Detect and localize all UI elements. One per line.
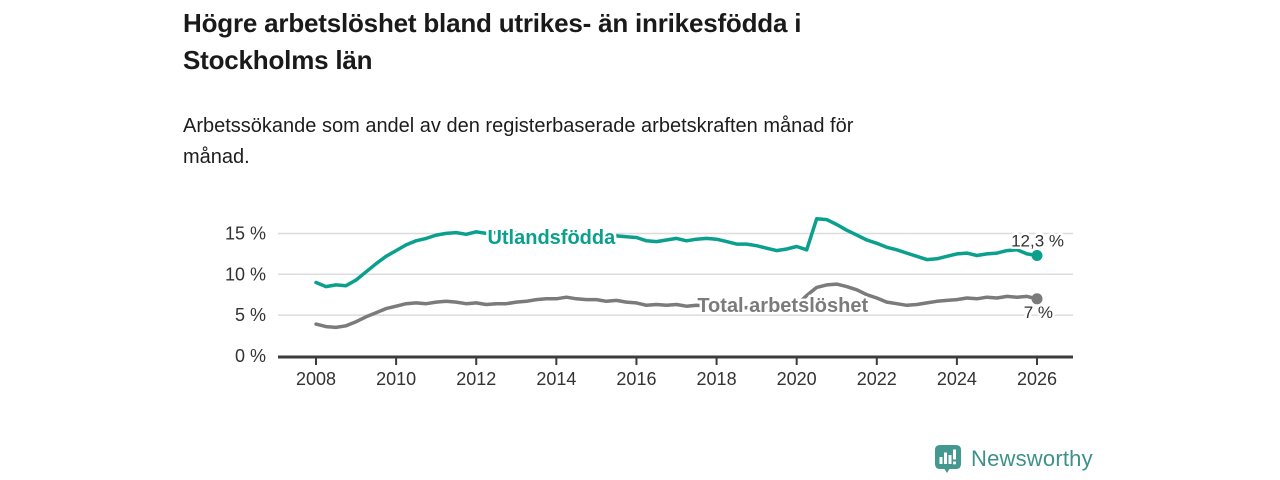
newsworthy-logo: Newsworthy <box>933 443 1093 475</box>
x-tick-label: 2022 <box>857 369 897 389</box>
x-tick-label: 2010 <box>376 369 416 389</box>
end-value-label-utlandsf-dda: 12,3 % <box>1011 232 1064 251</box>
bar-chart-speech-bubble-icon <box>935 445 961 473</box>
brand-name: Newsworthy <box>971 446 1093 471</box>
subtitle-line-1: Arbetssökande som andel av den registerb… <box>183 115 854 137</box>
y-tick-label: 5 % <box>235 305 266 325</box>
series-end-dot-total-arbetsl-shet <box>1031 293 1043 305</box>
x-tick-label: 2026 <box>1017 369 1057 389</box>
x-tick-label: 2018 <box>697 369 737 389</box>
x-tick-label: 2020 <box>777 369 817 389</box>
y-tick-label: 10 % <box>225 264 266 284</box>
x-tick-label: 2014 <box>536 369 576 389</box>
end-value-label-total-arbetsl-shet: 7 % <box>1024 303 1053 322</box>
x-tick-label: 2012 <box>456 369 496 389</box>
y-tick-label: 0 % <box>235 346 266 366</box>
x-tick-label: 2024 <box>937 369 977 389</box>
y-tick-label: 15 % <box>225 223 266 243</box>
subtitle-line-2: månad. <box>183 146 250 168</box>
x-tick-labels: 2008 2010 2012 2014 2016 2018 2020 2022 2024 2026 <box>296 369 1057 389</box>
y-tick-labels: 0 % 5 % 10 % 15 % <box>225 223 266 366</box>
series-label-total-arbetsl-shet: Total arbetslöshet <box>697 295 868 317</box>
x-axis <box>278 355 1073 365</box>
x-tick-label: 2008 <box>296 369 336 389</box>
x-tick-label: 2016 <box>616 369 656 389</box>
chart-subtitle: Arbetssökande som andel av den registerb… <box>183 111 1063 173</box>
title-line-2: Stockholms län <box>183 45 373 75</box>
series-line-total-arbetsl-shet <box>314 282 1039 330</box>
page-title: Högre arbetslöshet bland utrikes- än inr… <box>183 5 1003 79</box>
series-end-dot-utlandsf-dda <box>1031 250 1043 262</box>
y-gridlines <box>278 232 1073 316</box>
series-label-utlandsf-dda: Utlandsfödda <box>487 227 616 249</box>
series-line-utlandsf-dda <box>314 216 1039 289</box>
title-line-1: Högre arbetslöshet bland utrikes- än inr… <box>183 8 802 38</box>
